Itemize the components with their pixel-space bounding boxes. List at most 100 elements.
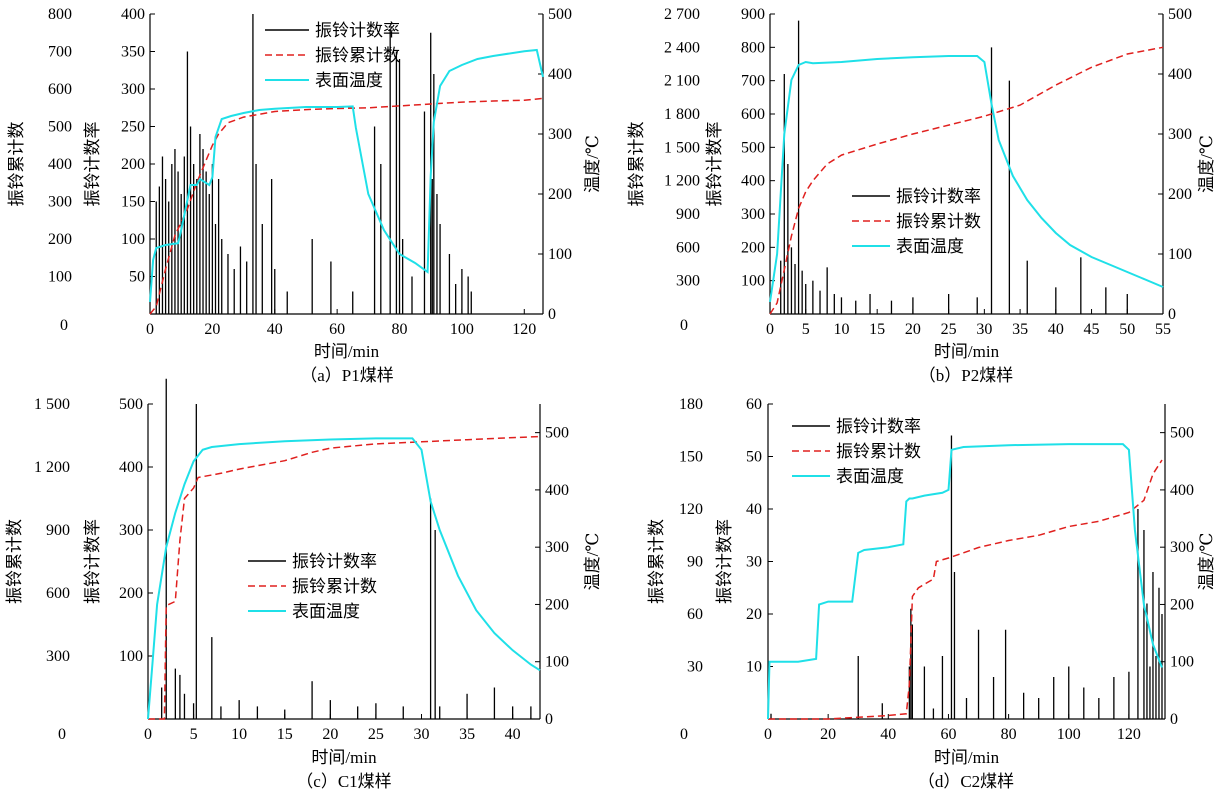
x-tick-label: 20 xyxy=(905,321,921,338)
right-y-tick-label: 400 xyxy=(1168,66,1192,83)
outer-y-tick-label: 1 800 xyxy=(664,106,700,123)
x-tick-label: 55 xyxy=(1155,321,1171,338)
right-y-tick-label: 200 xyxy=(1170,596,1194,613)
panel-b: 0 5 10 15 20 25 30 35 40 45 50 550时间/min3006009001 … xyxy=(627,6,1216,385)
outer-y-axis-title: 振铃累计数 xyxy=(647,519,666,604)
temperature-line xyxy=(769,55,1164,303)
right-y-tick-label: 500 xyxy=(1168,6,1192,23)
x-tick-label: 120 xyxy=(512,321,536,338)
inner-y-tick-label: 500 xyxy=(741,139,765,156)
right-y-tick-label: 300 xyxy=(1170,539,1194,556)
temperature-line xyxy=(149,48,544,303)
x-tick-label: 35 xyxy=(1012,321,1028,338)
right-y-tick-label: 0 xyxy=(1170,711,1178,728)
x-tick-label: 15 xyxy=(869,321,885,338)
legend-label: 振铃计数率 xyxy=(315,21,400,40)
right-y-tick-label: 500 xyxy=(545,425,569,442)
outer-y-tick-label: 60 xyxy=(687,606,703,623)
inner-y-tick-label: 400 xyxy=(119,459,143,476)
inner-y-tick-label: 200 xyxy=(121,156,145,173)
legend-label: 振铃累计数 xyxy=(896,212,981,231)
outer-y-tick-label: 600 xyxy=(48,81,72,98)
inner-y-tick-label: 400 xyxy=(121,6,145,23)
outer-y-tick-label: 1 200 xyxy=(34,459,70,476)
x-tick-label: 20 xyxy=(204,321,220,338)
x-tick-label: 5 xyxy=(802,321,810,338)
inner-y-tick-label: 200 xyxy=(741,239,765,256)
x-tick-label: 60 xyxy=(329,321,345,338)
inner-y-axis-title: 振铃计数率 xyxy=(83,122,102,207)
legend-label: 振铃累计数 xyxy=(315,46,400,65)
legend-label: 表面温度 xyxy=(896,237,964,256)
panel-caption: （d）C2煤样 xyxy=(918,772,1014,791)
x-tick-label: 40 xyxy=(880,726,896,743)
inner-y-tick-label: 250 xyxy=(121,119,145,136)
panel-caption: （b）P2煤样 xyxy=(919,366,1013,385)
x-tick-label: 40 xyxy=(1048,321,1064,338)
temperature-line xyxy=(147,437,541,720)
x-axis-title: 时间/min xyxy=(311,748,377,767)
right-y-axis-title: 温度/℃ xyxy=(583,135,602,193)
legend-label: 振铃累计数 xyxy=(292,577,377,596)
outer-y-tick-label: 300 xyxy=(676,273,700,290)
outer-y-axis-title: 振铃累计数 xyxy=(7,122,26,207)
x-tick-label: 60 xyxy=(940,726,956,743)
right-y-tick-label: 200 xyxy=(1168,186,1192,203)
inner-y-tick-label: 10 xyxy=(746,659,762,676)
right-y-tick-label: 100 xyxy=(1170,654,1194,671)
legend-label: 振铃计数率 xyxy=(836,417,921,436)
x-tick-label: 25 xyxy=(941,321,957,338)
x-tick-label: 5 xyxy=(190,726,198,743)
panel-a: 0 20 40 60 80 100 1200时间/min100200300400500600… xyxy=(7,6,602,385)
x-tick-label: 100 xyxy=(450,321,474,338)
inner-y-tick-label: 700 xyxy=(741,73,765,90)
x-axis-title: 时间/min xyxy=(934,342,1000,361)
legend-label: 表面温度 xyxy=(836,467,904,486)
outer-y-tick-label: 100 xyxy=(48,269,72,286)
right-y-tick-label: 500 xyxy=(548,6,572,23)
inner-y-tick-label: 40 xyxy=(746,501,762,518)
right-y-tick-label: 500 xyxy=(1170,425,1194,442)
right-y-tick-label: 0 xyxy=(1168,306,1176,323)
x-tick-label: 35 xyxy=(459,726,475,743)
outer-y-tick-label: 400 xyxy=(48,156,72,173)
x-axis-title: 时间/min xyxy=(934,748,1000,767)
right-y-axis-title: 温度/℃ xyxy=(1197,135,1216,193)
x-tick-label: 45 xyxy=(1084,321,1100,338)
outer-y-tick-label: 600 xyxy=(46,585,70,602)
legend-label: 表面温度 xyxy=(315,71,383,90)
outer-y-tick-label: 2 400 xyxy=(664,39,700,56)
outer-y-tick-label: 500 xyxy=(48,119,72,136)
inner-y-tick-label: 100 xyxy=(121,231,145,248)
right-y-tick-label: 200 xyxy=(545,596,569,613)
outer-y-tick-label: 90 xyxy=(687,554,703,571)
outer-y-tick-label: 300 xyxy=(46,648,70,665)
temperature-line xyxy=(767,443,1163,720)
right-y-tick-label: 100 xyxy=(1168,246,1192,263)
inner-y-tick-label: 900 xyxy=(741,6,765,23)
inner-y-tick-label: 200 xyxy=(119,585,143,602)
outer-y-tick-label: 300 xyxy=(48,194,72,211)
legend-label: 表面温度 xyxy=(292,602,360,621)
origin-label: 0 xyxy=(680,726,688,743)
right-y-tick-label: 300 xyxy=(545,539,569,556)
outer-y-tick-label: 800 xyxy=(48,6,72,23)
legend-label: 振铃累计数 xyxy=(836,442,921,461)
inner-y-tick-label: 20 xyxy=(746,606,762,623)
x-tick-label: 0 xyxy=(144,726,152,743)
inner-y-axis-title: 振铃计数率 xyxy=(705,122,724,207)
outer-y-tick-label: 900 xyxy=(676,206,700,223)
x-tick-label: 30 xyxy=(976,321,992,338)
right-y-axis-title: 温度/℃ xyxy=(1197,533,1216,591)
inner-y-tick-label: 500 xyxy=(119,396,143,413)
inner-y-tick-label: 100 xyxy=(741,273,765,290)
x-tick-label: 30 xyxy=(413,726,429,743)
inner-y-tick-label: 300 xyxy=(741,206,765,223)
right-y-tick-label: 100 xyxy=(548,246,572,263)
outer-y-tick-label: 200 xyxy=(48,231,72,248)
inner-y-tick-label: 50 xyxy=(129,269,145,286)
inner-y-tick-label: 400 xyxy=(741,173,765,190)
origin-label: 0 xyxy=(680,317,688,334)
x-tick-label: 0 xyxy=(766,321,774,338)
